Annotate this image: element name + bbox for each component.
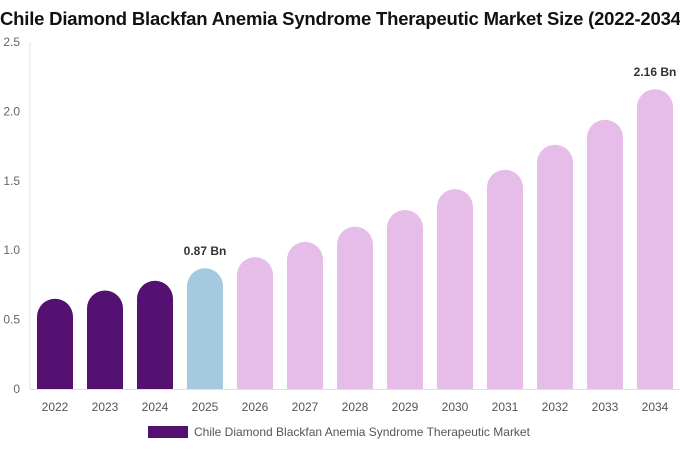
data-label: 0.87 Bn (184, 244, 227, 258)
bar-2032 (537, 144, 573, 389)
y-tick-label: 1.0 (3, 243, 20, 257)
y-tick-label: 0 (13, 382, 20, 396)
chart-title: Chile Diamond Blackfan Anemia Syndrome T… (0, 8, 680, 29)
bars (37, 89, 673, 389)
x-tick-label: 2033 (592, 400, 619, 414)
bar-2031 (487, 169, 523, 389)
bar-2027 (287, 241, 323, 389)
bar-2033 (587, 119, 623, 389)
bar-2026 (237, 257, 273, 389)
x-tick-label: 2025 (192, 400, 219, 414)
bar-2022 (37, 298, 73, 389)
x-tick-label: 2031 (492, 400, 519, 414)
x-tick-label: 2034 (642, 400, 669, 414)
legend-label: Chile Diamond Blackfan Anemia Syndrome T… (194, 425, 530, 439)
bar-2025 (187, 268, 223, 389)
data-label: 2.16 Bn (634, 65, 677, 79)
x-tick-label: 2023 (92, 400, 119, 414)
y-tick-label: 0.5 (3, 313, 20, 327)
x-tick-label: 2029 (392, 400, 419, 414)
x-tick-label: 2024 (142, 400, 169, 414)
legend-swatch (148, 426, 188, 438)
y-tick-label: 2.0 (3, 104, 20, 118)
y-tick-label: 2.5 (3, 35, 20, 49)
bar-2034 (637, 89, 673, 389)
data-labels: 0.87 Bn 2.16 Bn (184, 65, 677, 258)
x-tick-label: 2032 (542, 400, 569, 414)
bar-2024 (137, 280, 173, 389)
x-tick-label: 2030 (442, 400, 469, 414)
bar-2029 (387, 209, 423, 389)
x-tick-label: 2026 (242, 400, 269, 414)
y-tick-label: 1.5 (3, 174, 20, 188)
legend: Chile Diamond Blackfan Anemia Syndrome T… (148, 425, 530, 439)
x-tick-label: 2027 (292, 400, 319, 414)
x-tick-label: 2022 (42, 400, 69, 414)
bar-2023 (87, 290, 123, 389)
y-axis: 0 0.5 1.0 1.5 2.0 2.5 (3, 35, 31, 396)
bar-2028 (337, 226, 373, 389)
x-tick-label: 2028 (342, 400, 369, 414)
bar-chart: 00.51.01.52.02.5 2022 2023 2024 2025 2026 202… (3, 35, 680, 414)
bar-2030 (437, 189, 473, 389)
x-axis: 2022 2023 2024 2025 2026 2027 2028 2029 2030 2031… (30, 389, 680, 414)
